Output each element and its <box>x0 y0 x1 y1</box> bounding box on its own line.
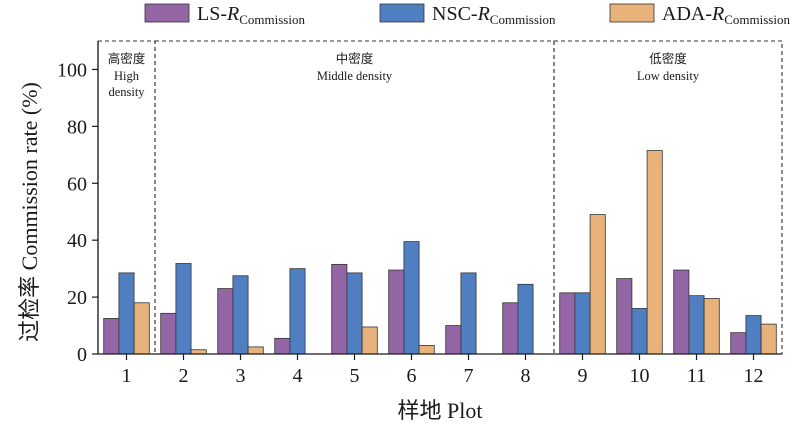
bar-nsc-plot-2 <box>175 263 192 355</box>
bar-ls-plot-1 <box>103 318 120 355</box>
bar-ls-plot-4 <box>274 337 291 355</box>
density-region-title-zh: 低密度 <box>649 51 687 66</box>
bar-ada-plot-12 <box>760 323 777 355</box>
bar-nsc-plot-12 <box>745 315 762 355</box>
bar-nsc-plot-6 <box>403 241 420 355</box>
y-tick-label: 60 <box>67 173 87 195</box>
bar-ada-plot-1 <box>133 302 150 355</box>
bar-nsc-plot-1 <box>118 272 135 355</box>
x-tick-label: 7 <box>464 365 474 387</box>
bar-nsc-plot-8 <box>517 283 534 355</box>
density-region-title-en: Middle density <box>317 69 393 83</box>
bar-ls-plot-11 <box>673 269 690 355</box>
x-tick-label: 12 <box>744 365 764 387</box>
legend-swatch-nsc <box>379 3 425 23</box>
bar-ls-plot-7 <box>445 325 462 355</box>
y-tick-label: 0 <box>77 344 87 366</box>
bar-ls-plot-3 <box>217 288 234 355</box>
bar-nsc-plot-5 <box>346 272 363 355</box>
bar-ada-plot-6 <box>418 345 435 355</box>
bar-ls-plot-2 <box>160 312 177 355</box>
x-tick-label: 4 <box>293 365 303 387</box>
density-region-title-zh: 高密度 <box>108 51 146 66</box>
bar-nsc-plot-11 <box>688 295 705 355</box>
legend-label-nsc: NSC-RCommission <box>432 3 556 27</box>
x-tick-label: 8 <box>521 365 531 387</box>
bar-nsc-plot-3 <box>232 275 249 355</box>
y-tick-label: 80 <box>67 116 87 138</box>
x-tick-label: 11 <box>687 365 706 387</box>
bar-ada-plot-3 <box>247 346 264 355</box>
density-regions: 高密度 High density 中密度 Middle density 低密度 Low de… <box>97 40 783 355</box>
bars <box>103 150 777 355</box>
density-region-title-zh: 中密度 <box>336 51 374 66</box>
x-tick-label: 6 <box>407 365 417 387</box>
y-tick-label: 100 <box>57 59 87 81</box>
x-tick-label: 10 <box>630 365 650 387</box>
bar-nsc-plot-10 <box>631 308 648 355</box>
bar-ls-plot-10 <box>616 278 633 355</box>
bar-ls-plot-8 <box>502 302 519 355</box>
bar-ls-plot-9 <box>559 292 576 355</box>
y-tick-label: 20 <box>67 287 87 309</box>
bar-ada-plot-11 <box>703 298 720 355</box>
density-region-title-en: density <box>108 85 145 99</box>
bar-ls-plot-5 <box>331 263 348 355</box>
legend-swatch-ls <box>144 3 190 23</box>
bar-ada-plot-9 <box>589 214 606 355</box>
x-tick-label: 5 <box>350 365 360 387</box>
y-tick-label: 40 <box>67 230 87 252</box>
density-region-title-en: High <box>114 69 140 83</box>
y-axis-title: 过检率 Commission rate (%) <box>17 82 42 342</box>
x-axis-title: 样地 Plot <box>398 398 483 423</box>
legend-swatch-ada <box>609 3 655 23</box>
x-tick-label: 3 <box>236 365 246 387</box>
bar-nsc-plot-7 <box>460 272 477 355</box>
x-tick-label: 2 <box>179 365 189 387</box>
bar-ls-plot-6 <box>388 269 405 355</box>
legend-label-ls: LS-RCommission <box>197 3 305 27</box>
density-region-title-en: Low density <box>637 69 700 83</box>
legend-label-ada: ADA-RCommission <box>662 3 790 27</box>
bar-ada-plot-5 <box>361 326 378 355</box>
bar-ls-plot-12 <box>730 332 747 355</box>
legend: LS-RCommission NSC-RCommission ADA-RCommis… <box>144 3 790 27</box>
x-tick-label: 9 <box>578 365 588 387</box>
bar-nsc-plot-9 <box>574 292 591 355</box>
bar-ada-plot-10 <box>646 150 663 355</box>
bar-nsc-plot-4 <box>289 268 306 355</box>
x-tick-label: 1 <box>122 365 132 387</box>
